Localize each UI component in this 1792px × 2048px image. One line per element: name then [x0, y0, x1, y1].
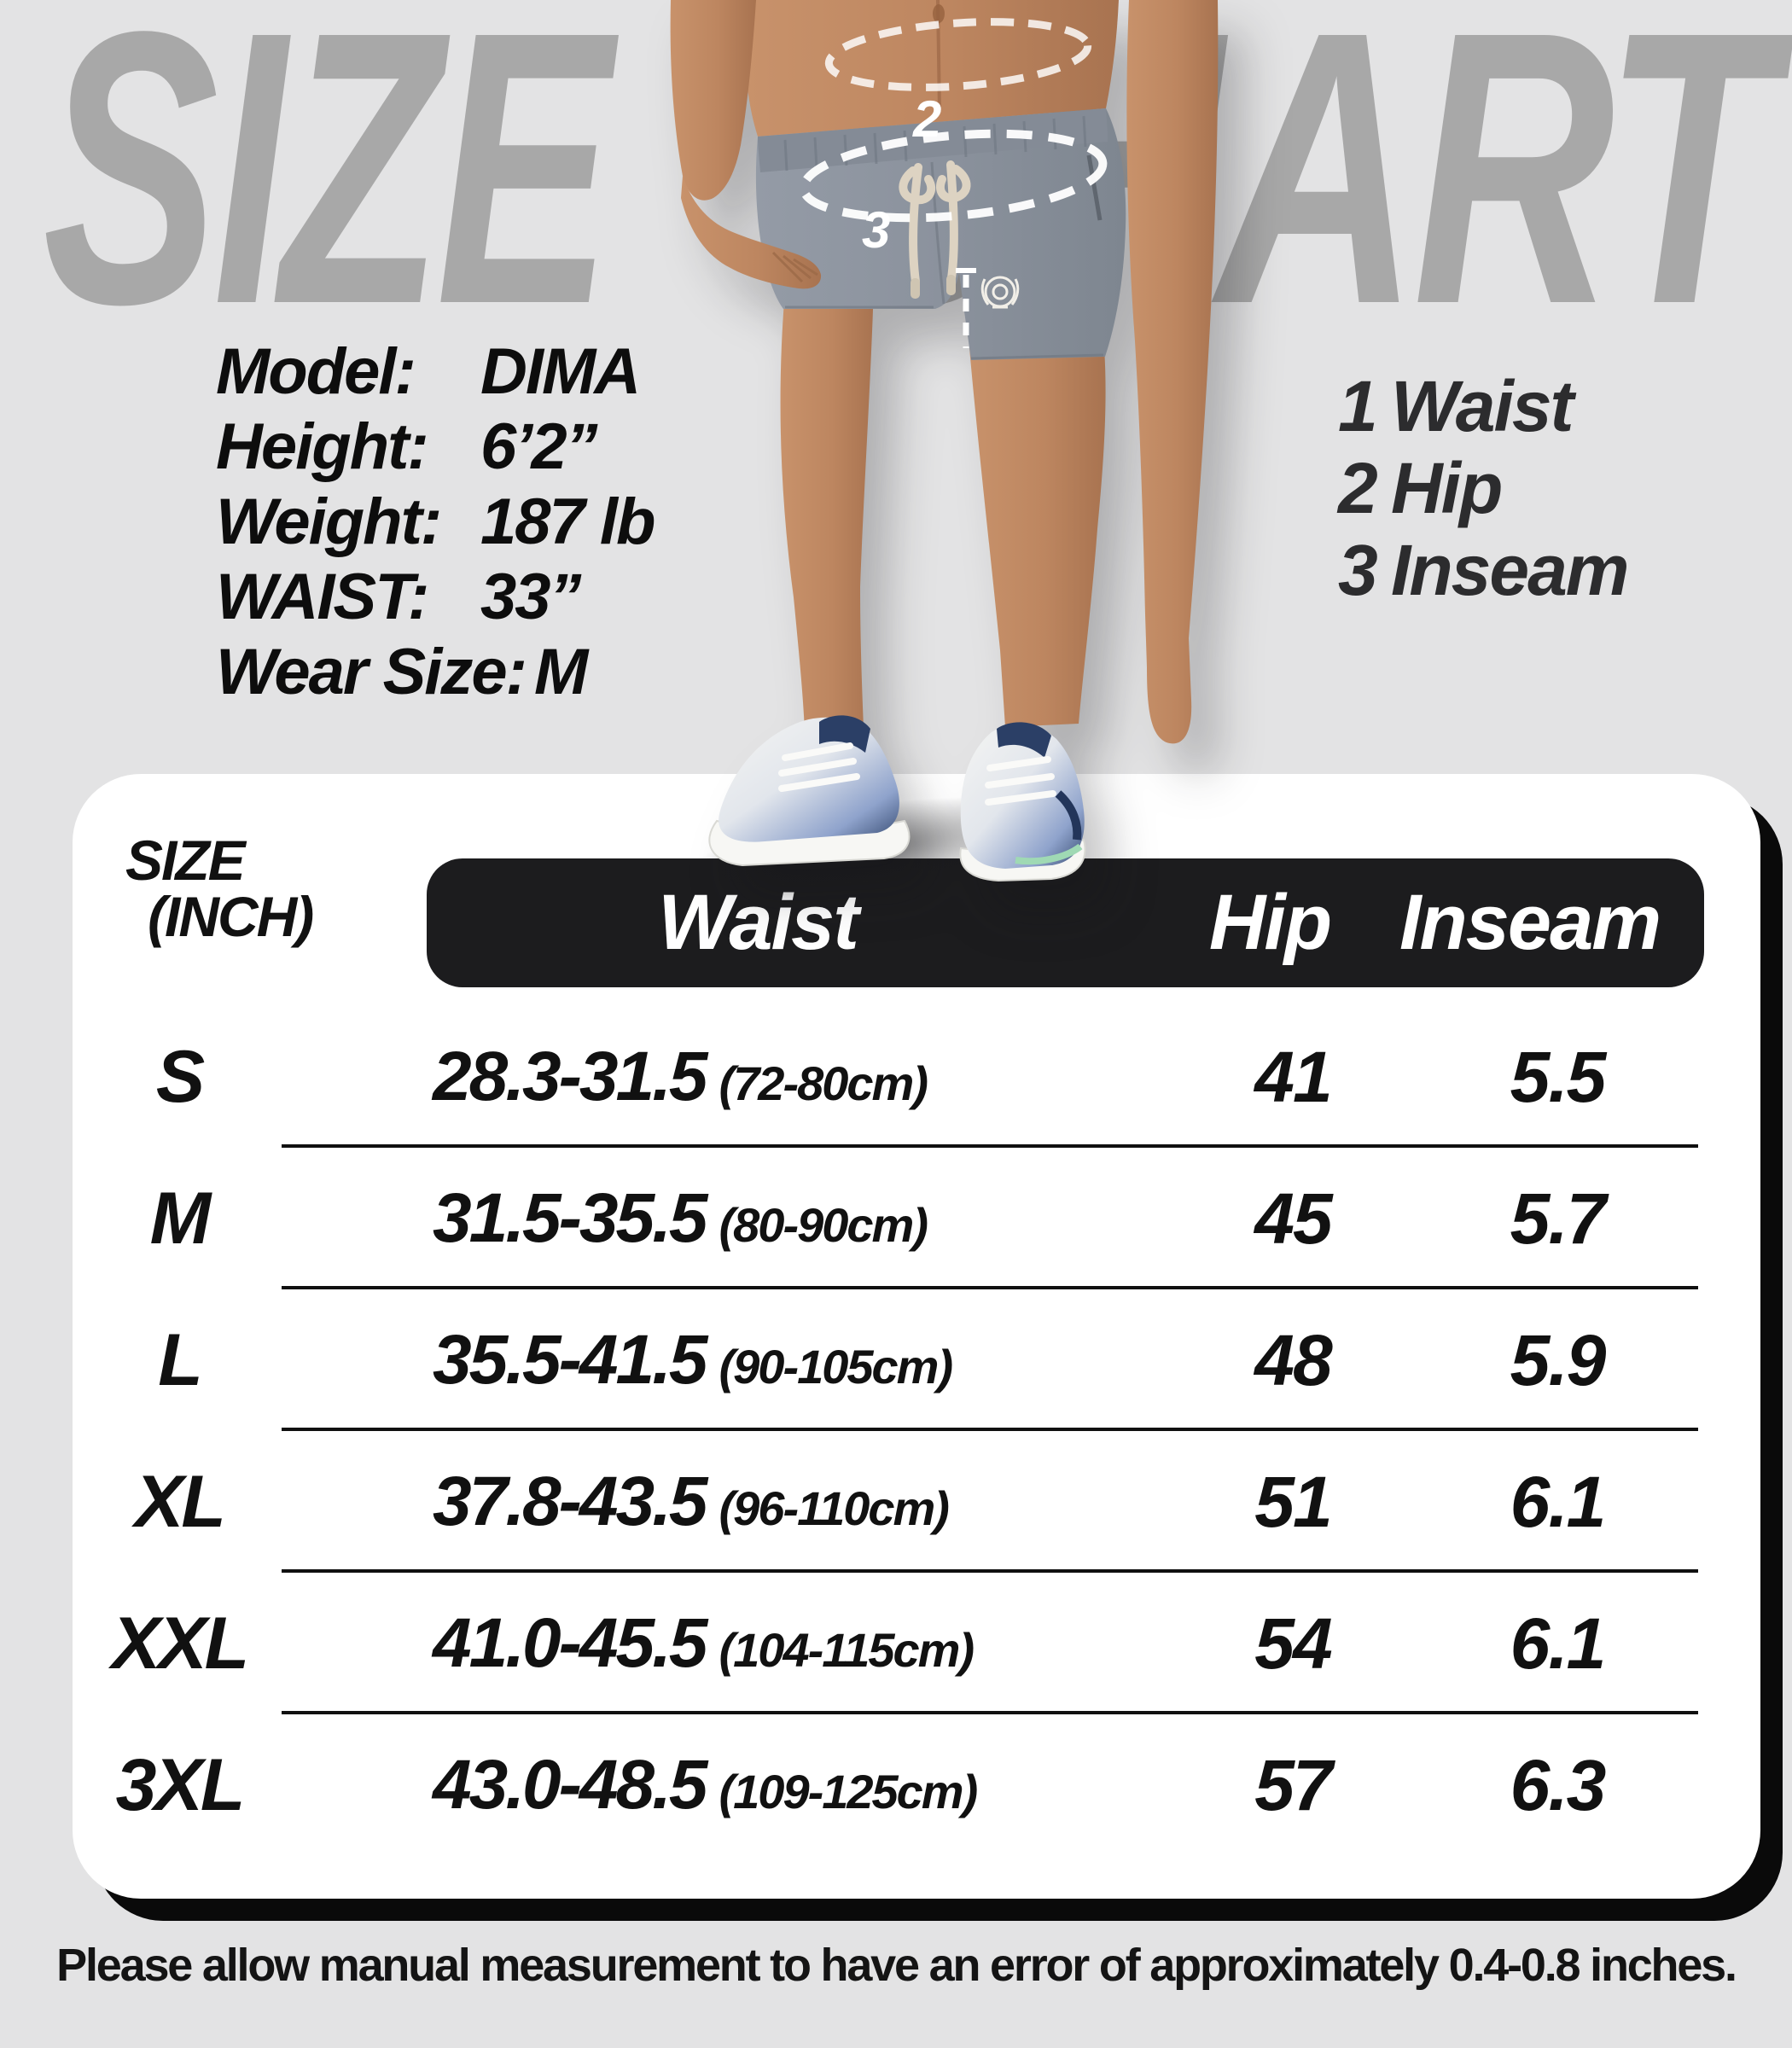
table-row: XL 37.8-43.5 (96-110cm) 51 6.1 [73, 1431, 1760, 1573]
inseam-cell: 5.7 [1510, 1178, 1607, 1259]
inseam-marker-number: 3 [862, 201, 890, 259]
left-arm [670, 0, 756, 201]
inseam-cell: 6.1 [1510, 1461, 1607, 1542]
right-arm [1126, 0, 1219, 744]
size-cell: S [155, 1035, 205, 1118]
hip-cell: 48 [1254, 1319, 1332, 1400]
size-table-body: S 28.3-31.5 (72-80cm) 41 5.5 M 31.5-35.5(… [73, 1006, 1760, 1856]
left-leg [780, 287, 874, 730]
legend-item-inseam: 3 Inseam [1338, 529, 1629, 611]
legend-item-waist: 1 Waist [1338, 365, 1628, 447]
weight-label: Weight: [216, 486, 442, 558]
size-cell: XXL [111, 1602, 249, 1684]
torso [744, 0, 1119, 137]
hip-marker-number: 2 [912, 90, 941, 148]
left-hand [681, 176, 822, 289]
headline-size: SIZE [43, 0, 612, 385]
model-info-row: Model: DIMA [216, 335, 654, 410]
waist-cm-cell: (96-110cm) [719, 1481, 950, 1535]
waist-cm-cell: (109-125cm) [719, 1765, 979, 1818]
table-row: 3XL 43.0-48.5 (109-125cm) 57 6.3 [73, 1714, 1760, 1856]
inseam-cell: 5.9 [1510, 1319, 1607, 1400]
measurement-disclaimer: Please allow manual measurement to have … [56, 1940, 1737, 1991]
model-info-row: Wear Size: M [216, 635, 654, 710]
row-divider [282, 1286, 1698, 1289]
waist-inch-cell: 43.0-48.5 [433, 1746, 707, 1824]
size-inch-header: SIZE (INCH) [125, 829, 314, 948]
model-info-row: Height: 6’2” [216, 410, 654, 485]
model-info-row: Weight: 187 lb [216, 485, 655, 560]
legend-num: 2 [1338, 448, 1378, 528]
inseam-cell: 6.3 [1510, 1744, 1607, 1825]
navel [933, 4, 945, 23]
hip-cell: 51 [1254, 1461, 1332, 1542]
row-divider [282, 1428, 1698, 1431]
inseam-cell: 6.1 [1510, 1603, 1607, 1684]
table-row: M 31.5-35.5 (80-90cm) 45 5.7 [73, 1148, 1760, 1289]
legend-item-hip: 2 Hip [1338, 447, 1628, 529]
table-row: L 35.5-41.5 (90-105cm) 48 5.9 [73, 1289, 1760, 1431]
wear-size-value: M [533, 636, 588, 708]
waist-measure-ellipse [824, 18, 1092, 91]
waist-cm-cell: (72-80cm) [719, 1056, 928, 1110]
waist-cm-cell: (104-115cm) [719, 1623, 975, 1677]
waist-value: 33” [480, 561, 582, 633]
column-header-inseam: Inseam [1399, 879, 1661, 966]
waist-cm-cell: (80-90cm) [719, 1198, 928, 1252]
hip-cell: 41 [1254, 1036, 1332, 1117]
waist-inch-cell: 35.5-41.5 [433, 1321, 707, 1399]
hip-cell: 54 [1254, 1603, 1332, 1684]
size-inch-line2: (INCH) [148, 885, 314, 948]
size-inch-line1: SIZE [125, 829, 246, 892]
size-cell: 3XL [115, 1743, 246, 1826]
hip-measure-ellipse [799, 129, 1108, 223]
size-cell: L [158, 1318, 203, 1401]
row-divider [282, 1144, 1698, 1148]
right-leg [969, 348, 1106, 727]
left-shoe [708, 715, 911, 867]
laurel-crest-icon [980, 276, 1020, 309]
size-chart-card: SIZE (INCH) Waist Hip Inseam S 28.3-31.5… [73, 774, 1760, 1899]
drawstring [899, 160, 971, 299]
waist-cm-cell: (90-105cm) [719, 1340, 954, 1393]
model-value: DIMA [480, 335, 641, 408]
row-divider [282, 1711, 1698, 1714]
legend-num: 3 [1338, 530, 1378, 610]
waist-inch-cell: 28.3-31.5 [433, 1038, 707, 1115]
hip-cell: 57 [1254, 1744, 1332, 1825]
row-divider [282, 1569, 1698, 1573]
size-cell: XL [135, 1460, 226, 1543]
waist-inch-cell: 37.8-43.5 [433, 1463, 707, 1540]
legend-label: Hip [1391, 448, 1503, 528]
measurement-legend: 1 Waist 2 Hip 3 Inseam [1338, 365, 1629, 611]
pocket-zip [1086, 154, 1103, 221]
legend-label: Waist [1391, 366, 1574, 446]
model-label: Model: [216, 335, 416, 408]
table-row: XXL 41.0-45.5 (104-115cm) 54 6.1 [73, 1573, 1760, 1714]
legend-num: 1 [1338, 366, 1378, 446]
waist-inch-cell: 31.5-35.5 [433, 1179, 707, 1257]
model-info: Model: DIMA Height: 6’2” Weight: 187 lb … [216, 335, 655, 710]
height-value: 6’2” [480, 410, 598, 483]
column-header-hip: Hip [1208, 879, 1332, 966]
inseam-cell: 5.5 [1510, 1036, 1607, 1117]
model-photo: 2 3 [670, 0, 1219, 882]
hem-right [970, 353, 1104, 360]
wear-size-label: Wear Size: [216, 636, 527, 708]
waist-label: WAIST: [216, 561, 429, 633]
legend-label: Inseam [1391, 530, 1629, 610]
waist-inch-cell: 41.0-45.5 [433, 1604, 707, 1682]
hip-cell: 45 [1254, 1178, 1332, 1259]
height-label: Height: [216, 410, 429, 483]
table-row: S 28.3-31.5 (72-80cm) 41 5.5 [73, 1006, 1760, 1148]
model-info-row: WAIST: 33” [216, 560, 654, 635]
size-cell: M [149, 1177, 212, 1260]
weight-value: 187 lb [480, 486, 655, 558]
finger-lines [771, 251, 818, 283]
shorts [755, 108, 1126, 360]
right-shoe [959, 722, 1086, 882]
